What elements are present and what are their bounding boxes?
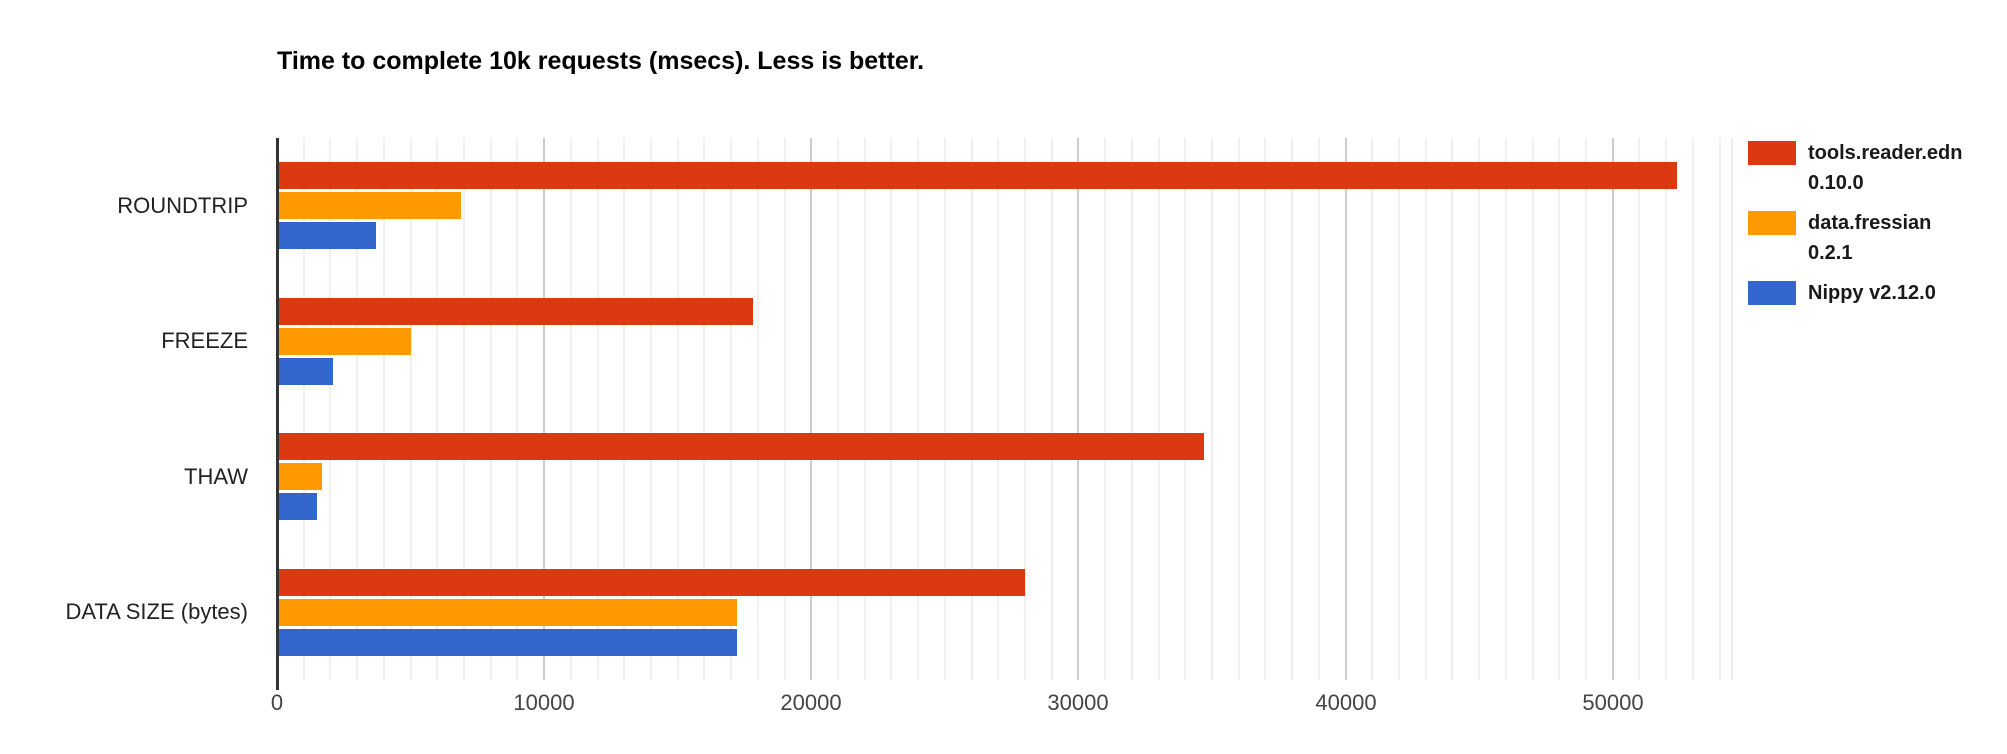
category-label-data-size-bytes: DATA SIZE (bytes): [65, 599, 248, 624]
x-gridline-minor-26000: [970, 138, 973, 680]
bar-tools-reader-edn-0-10-0-roundtrip[interactable]: [277, 162, 1677, 189]
category-label-freeze: FREEZE: [161, 328, 248, 353]
bar-data-fressian-0-2-1-thaw[interactable]: [277, 463, 322, 490]
plot-area: [277, 138, 1733, 680]
x-gridline-major-20000: [810, 138, 813, 680]
x-gridline-minor-16000: [703, 138, 706, 680]
x-gridline-minor-34000: [1184, 138, 1187, 680]
bar-nippy-v2-12-0-data-size-bytes[interactable]: [277, 629, 737, 656]
x-gridline-minor-8000: [489, 138, 492, 680]
x-gridline-minor-19000: [783, 138, 786, 680]
y-axis-line: [276, 138, 279, 690]
x-gridline-minor-1000: [302, 138, 305, 680]
x-gridline-minor-9000: [516, 138, 519, 680]
plot-right-edge: [1731, 138, 1733, 680]
bar-nippy-v2-12-0-thaw[interactable]: [277, 493, 317, 520]
x-gridline-minor-4000: [382, 138, 385, 680]
bar-nippy-v2-12-0-roundtrip[interactable]: [277, 222, 376, 249]
x-gridline-minor-53000: [1691, 138, 1694, 680]
x-gridline-minor-45000: [1478, 138, 1481, 680]
x-gridline-minor-41000: [1371, 138, 1374, 680]
x-gridline-minor-23000: [890, 138, 893, 680]
x-gridline-major-10000: [543, 138, 546, 680]
x-gridline-minor-27000: [997, 138, 1000, 680]
legend-swatch-data-fressian-0-2-1: [1748, 211, 1796, 235]
x-gridline-minor-42000: [1398, 138, 1401, 680]
bar-tools-reader-edn-0-10-0-thaw[interactable]: [277, 433, 1204, 460]
x-gridline-minor-3000: [356, 138, 359, 680]
bar-data-fressian-0-2-1-roundtrip[interactable]: [277, 192, 461, 219]
x-gridline-major-30000: [1077, 138, 1080, 680]
legend-label-line: Nippy v2.12.0: [1808, 282, 1936, 304]
chart-title: Time to complete 10k requests (msecs). L…: [277, 47, 925, 75]
x-gridline-minor-36000: [1237, 138, 1240, 680]
legend-label-line: data.fressian: [1808, 212, 1932, 234]
x-gridline-minor-11000: [569, 138, 572, 680]
x-gridline-minor-18000: [756, 138, 759, 680]
x-gridline-minor-46000: [1504, 138, 1507, 680]
bar-nippy-v2-12-0-freeze[interactable]: [277, 358, 333, 385]
legend-swatch-tools-reader-edn-0-10-0: [1748, 141, 1796, 165]
legend-label-tools-reader-edn-0-10-0: tools.reader.edn 0.10.0: [1808, 138, 1963, 198]
x-tick-label-30000: 30000: [1047, 690, 1109, 715]
x-gridline-minor-31000: [1104, 138, 1107, 680]
x-tick-label-0: 0: [270, 690, 284, 715]
x-tick-label-50000: 50000: [1582, 690, 1644, 715]
x-gridline-minor-14000: [650, 138, 653, 680]
x-gridline-minor-48000: [1558, 138, 1561, 680]
x-gridline-minor-29000: [1050, 138, 1053, 680]
x-gridline-minor-33000: [1157, 138, 1160, 680]
legend-label-line: 0.10.0: [1808, 172, 1864, 194]
legend-swatch-nippy-v2-12-0: [1748, 281, 1796, 305]
x-tick-label-20000: 20000: [780, 690, 842, 715]
x-gridline-minor-54000: [1718, 138, 1721, 680]
x-gridline-minor-6000: [436, 138, 439, 680]
x-gridline-minor-24000: [917, 138, 920, 680]
x-gridline-minor-5000: [409, 138, 412, 680]
x-gridline-minor-17000: [730, 138, 733, 680]
x-gridline-minor-25000: [943, 138, 946, 680]
x-gridline-minor-52000: [1665, 138, 1668, 680]
x-gridline-minor-39000: [1317, 138, 1320, 680]
x-gridline-minor-35000: [1211, 138, 1214, 680]
x-gridline-minor-44000: [1451, 138, 1454, 680]
x-gridline-minor-15000: [676, 138, 679, 680]
x-gridline-minor-49000: [1585, 138, 1588, 680]
x-gridline-major-40000: [1344, 138, 1347, 680]
x-gridline-minor-2000: [329, 138, 332, 680]
bar-tools-reader-edn-0-10-0-data-size-bytes[interactable]: [277, 569, 1025, 596]
x-gridline-minor-51000: [1638, 138, 1641, 680]
x-gridline-minor-7000: [463, 138, 465, 680]
x-gridline-minor-12000: [596, 138, 599, 680]
legend-label-data-fressian-0-2-1: data.fressian 0.2.1: [1808, 208, 1931, 268]
bar-data-fressian-0-2-1-data-size-bytes[interactable]: [277, 599, 737, 626]
x-gridline-minor-13000: [623, 138, 626, 680]
x-gridline-minor-47000: [1531, 138, 1534, 680]
x-tick-label-10000: 10000: [513, 690, 575, 715]
x-tick-label-40000: 40000: [1315, 690, 1377, 715]
bar-data-fressian-0-2-1-freeze[interactable]: [277, 328, 411, 355]
x-gridline-minor-22000: [863, 138, 866, 680]
category-label-roundtrip: ROUNDTRIP: [117, 193, 248, 218]
legend-label-nippy-v2-12-0: Nippy v2.12.0: [1808, 278, 1936, 308]
x-gridline-minor-21000: [837, 138, 840, 680]
x-gridline-minor-37000: [1264, 138, 1267, 680]
legend-label-line: tools.reader.edn: [1808, 142, 1963, 164]
legend-label-line: 0.2.1: [1808, 242, 1853, 264]
x-gridline-minor-28000: [1024, 138, 1027, 680]
x-gridline-minor-32000: [1130, 138, 1133, 680]
x-gridline-major-50000: [1611, 138, 1614, 680]
x-gridline-minor-43000: [1424, 138, 1427, 680]
x-gridline-minor-38000: [1291, 138, 1294, 680]
category-label-thaw: THAW: [184, 464, 248, 489]
bar-tools-reader-edn-0-10-0-freeze[interactable]: [277, 298, 753, 325]
